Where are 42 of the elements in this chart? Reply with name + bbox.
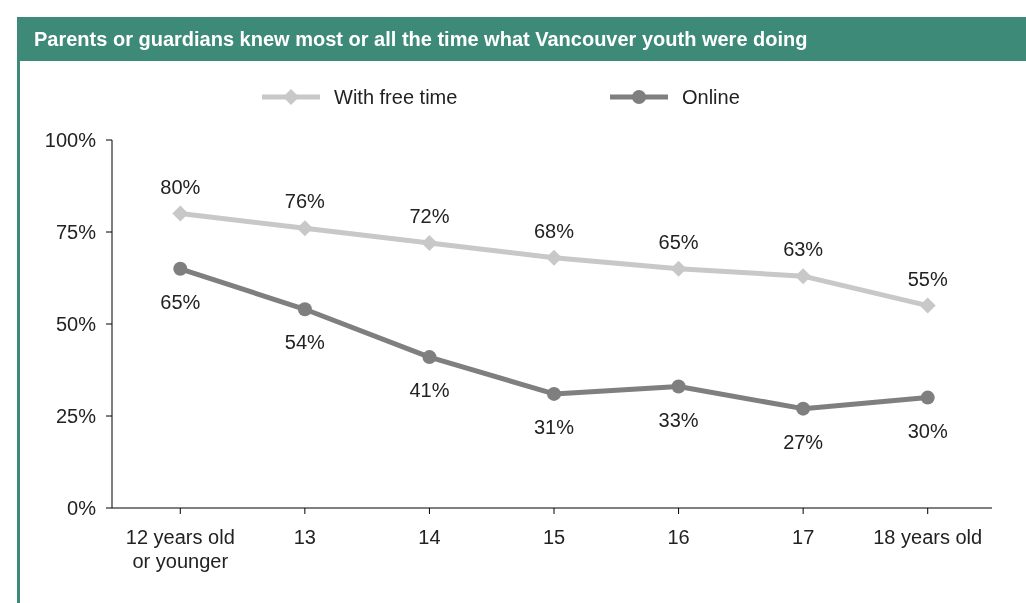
point <box>919 297 936 314</box>
y-tick-label: 50% <box>55 313 97 335</box>
x-tick-label: 13 <box>293 526 316 548</box>
point <box>421 235 438 252</box>
x-tick-label: 16 <box>667 526 690 548</box>
y-tick-label: 0% <box>67 497 97 519</box>
point <box>795 268 812 285</box>
x-tick-label: 15 <box>542 526 566 548</box>
legend-label: Online <box>682 86 740 108</box>
legend-label: With free time <box>334 86 458 108</box>
point <box>671 379 686 394</box>
data-label: 80% <box>160 175 201 198</box>
point <box>422 350 437 365</box>
y-tick-label: 25% <box>55 405 97 427</box>
y-tick-label: 75% <box>55 221 97 243</box>
x-tick-label: 14 <box>418 526 441 548</box>
point <box>920 390 935 405</box>
point <box>546 249 562 266</box>
chart-title: Parents or guardians knew most or all the time what Vancouver youth were doing <box>34 28 808 50</box>
y-tick-label: 100% <box>44 129 97 151</box>
x-tick-label: 17 <box>792 526 815 548</box>
data-label: 65% <box>160 290 201 313</box>
point <box>796 401 811 416</box>
point <box>172 205 189 222</box>
data-label: 27% <box>783 430 824 453</box>
point <box>547 386 561 401</box>
data-label: 68% <box>533 219 575 242</box>
point <box>670 260 687 277</box>
point <box>297 302 312 317</box>
data-label: 30% <box>907 419 948 442</box>
data-label: 54% <box>284 331 326 354</box>
data-label: 65% <box>658 230 699 253</box>
data-label: 55% <box>907 267 948 290</box>
point <box>173 261 188 276</box>
data-label: 63% <box>783 238 824 261</box>
data-label: 41% <box>409 379 450 402</box>
data-label: 76% <box>284 190 326 213</box>
data-label: 72% <box>409 205 450 228</box>
data-label: 33% <box>658 408 699 431</box>
x-tick-label: 12 years old or younger <box>125 526 235 572</box>
x-tick-label: 18 years old <box>873 526 983 548</box>
data-label: 31% <box>533 415 575 438</box>
